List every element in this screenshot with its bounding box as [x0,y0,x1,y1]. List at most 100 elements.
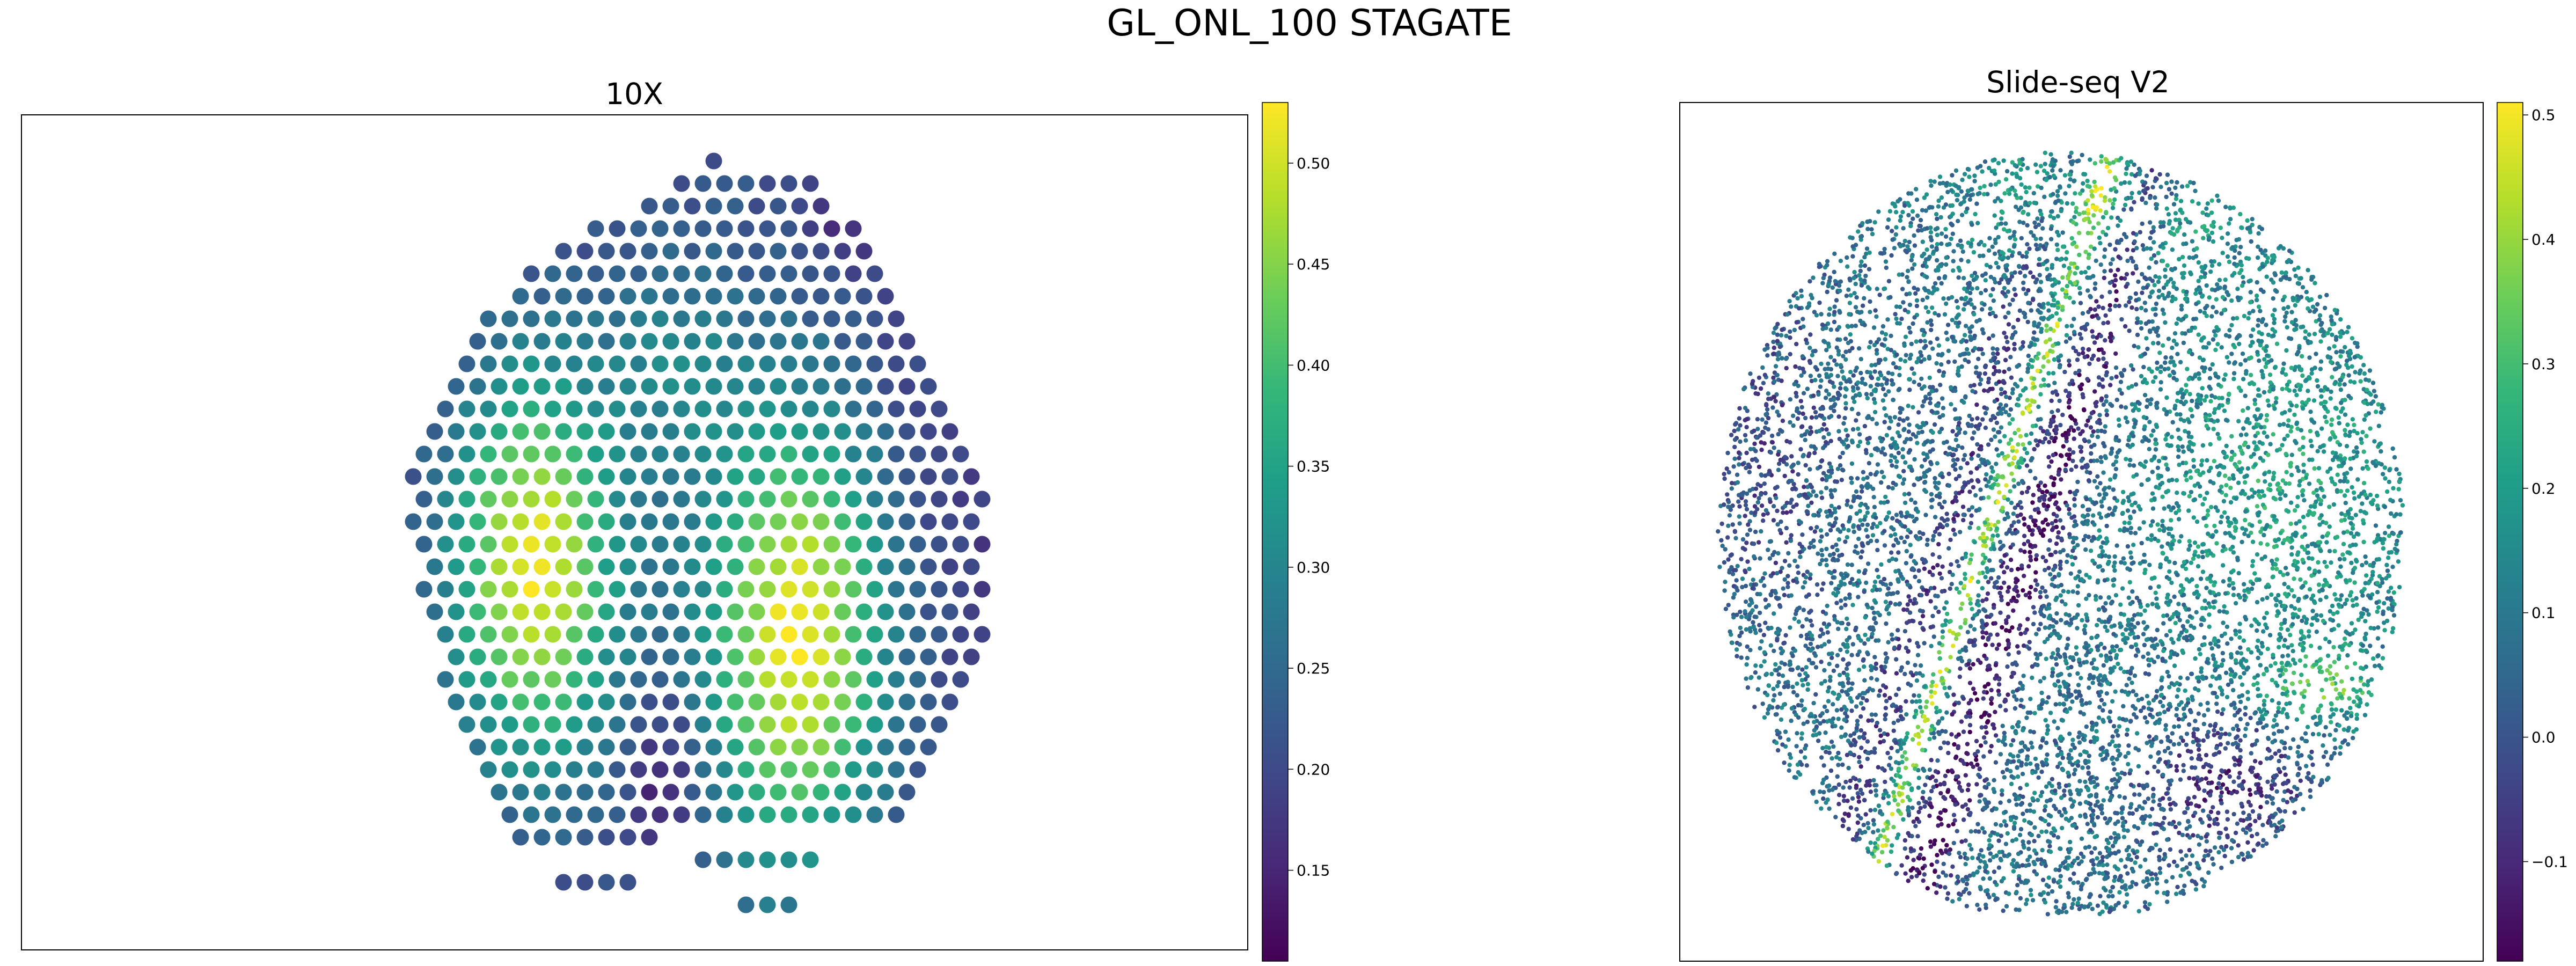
spot-slideseq [2300,618,2304,624]
spot-slideseq [2286,305,2290,310]
spot-slideseq [2150,185,2155,189]
spot-slideseq [2343,501,2348,506]
spot-slideseq [1819,660,1824,664]
spot-slideseq [1990,642,1995,647]
spot-slideseq [1725,492,1730,497]
spot-slideseq [2112,496,2117,501]
spot-slideseq [1828,327,1833,332]
spot-10x [748,468,765,485]
spot-slideseq [1923,305,1928,310]
spot-slideseq [1832,408,1836,413]
spot-slideseq [2192,497,2198,502]
spot-10x [609,310,626,327]
spot-slideseq [2267,372,2273,377]
spot-slideseq [1984,262,1989,268]
spot-10x [555,378,572,395]
spot-slideseq [2292,691,2297,696]
spot-10x [813,333,830,350]
spot-slideseq [1922,195,1927,200]
spot-slideseq [1967,666,1972,671]
spot-slideseq [2134,246,2139,251]
spot-slideseq [2120,586,2125,591]
spot-10x [544,265,561,282]
spot-slideseq [2326,346,2332,351]
spot-slideseq [2074,645,2079,650]
spot-10x [834,378,851,395]
spot-10x [609,536,626,553]
spot-10x [716,671,733,688]
spot-slideseq [2214,297,2219,302]
spot-slideseq [1874,421,1879,426]
spot-slideseq [2224,844,2229,849]
spot-slideseq [1902,781,1907,786]
spot-slideseq [1772,345,1776,350]
spot-slideseq [2187,824,2192,829]
spot-slideseq [2205,553,2210,558]
spot-slideseq [2183,460,2189,465]
spot-slideseq [1929,788,1934,794]
spot-slideseq [2046,371,2051,376]
colorbar-gradient-10x [1262,103,1288,961]
spot-slideseq [1779,378,1784,383]
spot-slideseq [2291,737,2296,742]
spot-10x [770,513,787,530]
spot-slideseq [1921,627,1926,632]
spot-slideseq [1889,533,1893,538]
spot-slideseq [2087,676,2092,681]
spot-slideseq [1941,861,1946,867]
spot-slideseq [1799,678,1804,683]
spot-10x [469,423,486,440]
spot-slideseq [1806,657,1812,662]
spot-slideseq [2103,816,2107,821]
spot-10x [491,693,508,711]
spot-slideseq [2202,797,2207,802]
spot-slideseq [1827,275,1833,280]
spot-slideseq [2134,715,2139,720]
spot-slideseq [2332,592,2337,597]
spot-10x [469,468,486,485]
spot-10x [855,558,873,575]
spot-slideseq [1950,211,1955,216]
spot-10x [523,400,540,418]
axes-frame-10x [21,114,1248,950]
spot-10x [748,378,765,395]
spot-10x [555,468,572,485]
spot-slideseq [2129,305,2134,310]
spot-slideseq [2183,429,2187,434]
spot-slideseq [2113,837,2119,843]
spot-slideseq [2390,565,2395,569]
spot-slideseq [1975,580,1981,584]
spot-slideseq [2095,623,2099,628]
spot-10x [652,581,669,598]
spot-slideseq [2110,885,2115,890]
spot-10x [512,738,529,756]
spot-slideseq [2210,674,2215,679]
spot-10x [737,896,755,913]
spot-slideseq [1992,584,1997,589]
spot-slideseq [1991,854,1996,860]
spot-slideseq [1813,665,1819,670]
spot-slideseq [1992,251,1997,256]
spot-slideseq [1862,263,1868,268]
spot-slideseq [2177,753,2182,758]
spot-slideseq [2082,408,2087,413]
spot-slideseq [2314,630,2319,634]
spot-10x [598,648,615,665]
spot-10x [684,378,701,395]
spot-10x [813,468,830,485]
spot-slideseq [1996,519,2001,524]
spot-slideseq [1893,232,1898,237]
spot-10x [598,693,615,711]
spot-slideseq [1731,595,1736,600]
spot-slideseq [2147,319,2151,324]
spot-slideseq [2200,554,2205,560]
spot-slideseq [1975,416,1980,421]
spot-slideseq [1942,685,1947,691]
spot-slideseq [2170,247,2175,252]
spot-slideseq [1738,439,1743,444]
colorbar-frame-10x [1262,102,1289,962]
spot-slideseq [1882,251,1887,255]
spot-slideseq [2294,404,2299,408]
spot-slideseq [1936,343,1942,348]
spot-slideseq [2031,493,2036,497]
